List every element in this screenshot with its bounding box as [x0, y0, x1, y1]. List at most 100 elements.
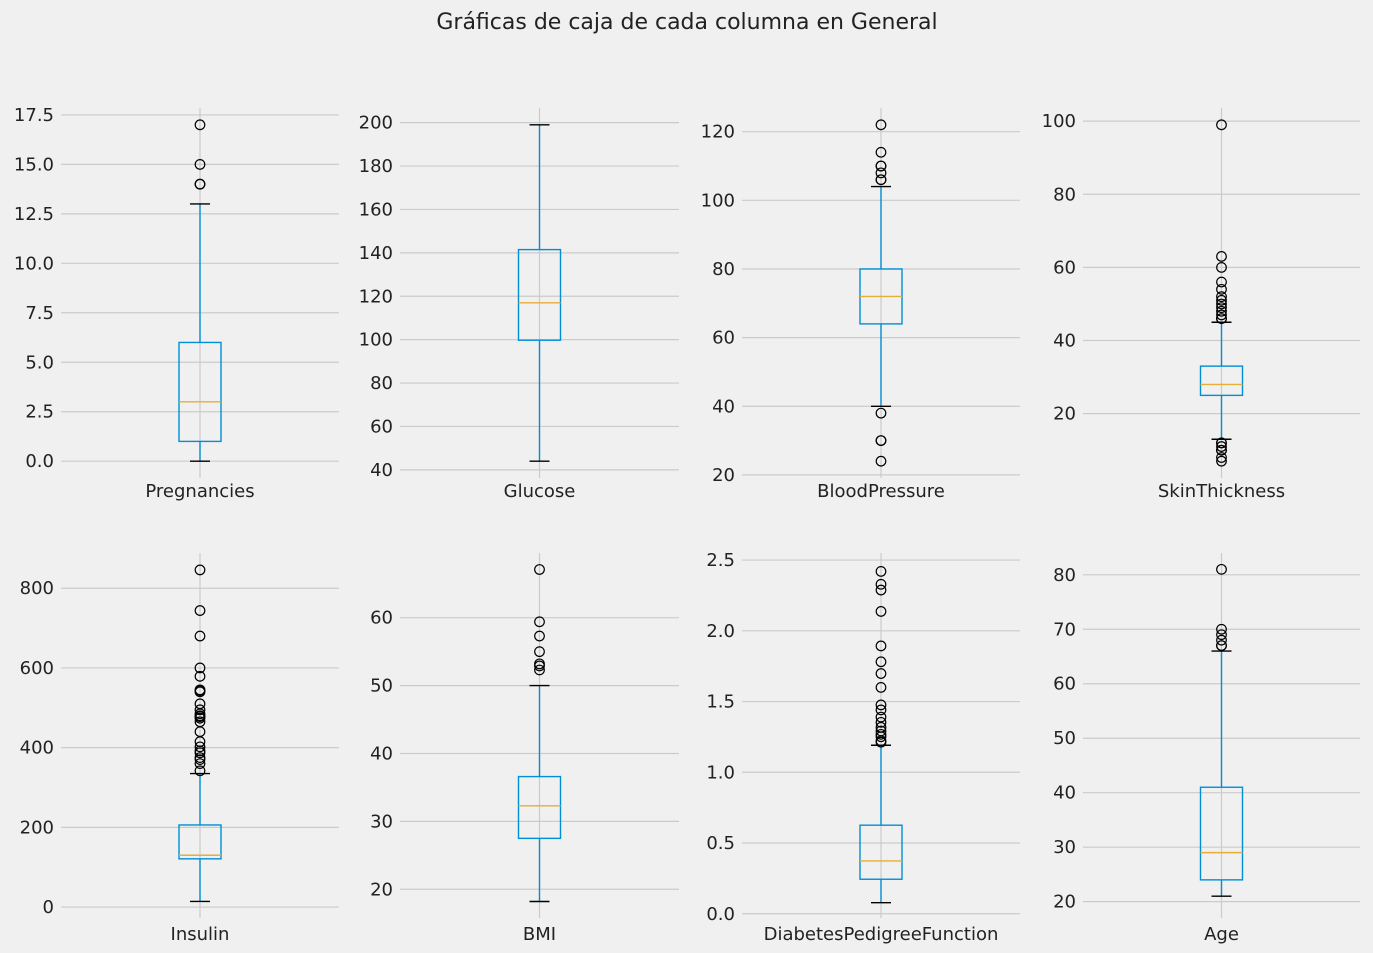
y-tick-label: 50	[1053, 728, 1076, 749]
y-tick-label: 1.0	[706, 762, 735, 783]
iqr-box	[178, 824, 222, 860]
y-tick-label: 200	[20, 817, 54, 838]
outlier-point	[1216, 302, 1227, 314]
outlier-point	[875, 704, 887, 716]
outlier-point	[534, 564, 545, 575]
subplot-insulin: 0 200 400 600 800 Insulin	[20, 553, 339, 945]
y-tick-label: 60	[1053, 674, 1076, 695]
outlier-point	[194, 704, 206, 716]
outlier-point	[875, 578, 887, 590]
outlier-point	[1216, 119, 1227, 131]
outlier-point	[194, 670, 206, 682]
y-tick-label: 80	[1053, 565, 1076, 586]
subplot-diabetespedigreefunction: 0.0 0.5 1.0 1.5 2.0 2.5 DiabetesPedigreeFuncti…	[706, 550, 1020, 945]
subplot-bmi: 20 30 40 50 60 BMI	[370, 553, 679, 945]
outlier-point	[194, 158, 206, 170]
y-tick-label: 0.5	[706, 833, 735, 854]
outlier-point	[875, 565, 887, 577]
outlier-point	[194, 752, 206, 764]
outlier-point	[875, 711, 887, 723]
outlier-point	[534, 616, 545, 628]
y-tick-label: 40	[712, 396, 735, 417]
outlier-point	[534, 646, 545, 658]
outlier-point	[1216, 291, 1227, 303]
outlier-point	[1216, 623, 1227, 635]
x-tick-label: Insulin	[171, 924, 230, 945]
y-tick-label: 40	[1053, 331, 1076, 352]
y-tick-label: 40	[1053, 783, 1076, 804]
outlier-point	[1216, 313, 1227, 324]
y-tick-label: 20	[1053, 404, 1076, 425]
y-tick-label: 100	[701, 190, 735, 211]
x-tick-label: SkinThickness	[1158, 481, 1285, 502]
y-tick-label: 200	[359, 113, 393, 134]
y-tick-label: 1.5	[706, 692, 735, 713]
subplot-skinthickness: 20 40 60 80 100 SkinThickness	[1042, 108, 1360, 502]
outlier-point	[1216, 441, 1227, 452]
outlier-point	[534, 630, 545, 642]
subplot-glucose: 40 60 80 100 120 140 160 180 200 Glucose	[359, 108, 679, 502]
y-tick-label: 30	[370, 811, 393, 832]
outlier-point	[1216, 455, 1227, 467]
iqr-box	[1199, 786, 1244, 881]
outlier-point	[875, 681, 887, 693]
outlier-point	[194, 605, 206, 616]
y-tick-label: 15.0	[14, 154, 54, 175]
outlier-point	[534, 658, 545, 670]
y-tick-label: 100	[359, 330, 393, 351]
y-tick-label: 7.5	[25, 303, 54, 324]
outlier-point	[875, 455, 887, 467]
y-tick-label: 0.0	[706, 904, 735, 925]
outlier-point	[194, 698, 206, 710]
y-tick-label: 20	[712, 465, 735, 486]
outlier-point	[875, 174, 887, 186]
x-tick-label: Glucose	[504, 481, 576, 502]
y-tick-label: 100	[1042, 111, 1076, 132]
y-tick-label: 60	[1053, 257, 1076, 278]
outlier-point	[534, 664, 545, 676]
y-tick-label: 12.5	[14, 204, 54, 225]
subplot-bloodpressure: 20 40 60 80 100 120 BloodPressure	[701, 108, 1020, 502]
outlier-point	[1216, 283, 1227, 295]
outlier-point	[1216, 437, 1227, 449]
outlier-point	[875, 640, 887, 652]
y-tick-label: 20	[370, 879, 393, 900]
y-tick-label: 5.0	[25, 352, 54, 373]
outlier-point	[875, 725, 887, 737]
outlier-point	[1216, 262, 1227, 273]
outlier-point	[1216, 309, 1227, 321]
outlier-point	[1216, 305, 1227, 317]
y-tick-label: 17.5	[14, 105, 54, 126]
y-tick-label: 60	[370, 608, 393, 629]
subplot-age: 20 30 40 50 60 70 80 Age	[1053, 553, 1360, 945]
outlier-point	[1216, 298, 1227, 310]
y-tick-label: 30	[1053, 837, 1076, 858]
iqr-box	[517, 775, 562, 840]
x-tick-label: BloodPressure	[817, 481, 945, 502]
y-tick-label: 800	[20, 578, 54, 599]
y-tick-label: 400	[20, 738, 54, 759]
outlier-point	[194, 741, 206, 753]
outlier-point	[875, 119, 887, 131]
outlier-point	[875, 606, 887, 617]
y-tick-label: 40	[370, 743, 393, 764]
y-tick-label: 80	[712, 259, 735, 280]
outlier-point	[875, 435, 887, 446]
outlier-point	[875, 656, 887, 668]
outlier-point	[194, 758, 206, 769]
outlier-point	[1216, 563, 1227, 575]
y-tick-label: 160	[359, 199, 393, 220]
y-tick-label: 80	[1053, 184, 1076, 205]
outlier-point	[194, 765, 206, 777]
outlier-point	[875, 407, 887, 419]
y-tick-label: 50	[370, 676, 393, 697]
outlier-point	[875, 584, 887, 596]
outlier-point	[1216, 640, 1227, 652]
outlier-point	[875, 668, 887, 679]
outlier-point	[1216, 251, 1227, 262]
y-tick-label: 0.0	[25, 451, 54, 472]
y-tick-label: 2.5	[706, 550, 735, 571]
y-tick-label: 10.0	[14, 253, 54, 274]
x-tick-label: Age	[1204, 924, 1239, 945]
outlier-point	[875, 716, 887, 728]
